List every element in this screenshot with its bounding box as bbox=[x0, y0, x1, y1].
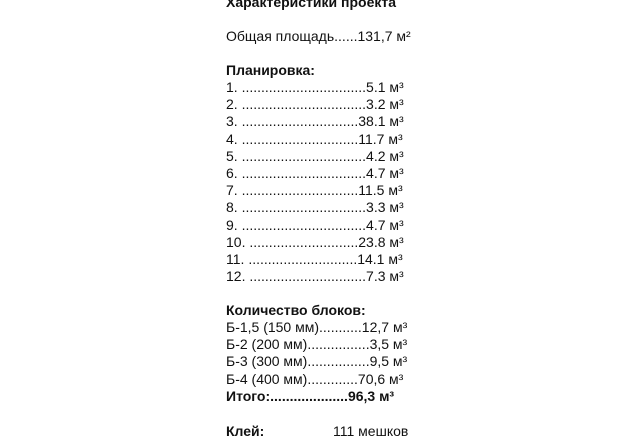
list-item: 6. ................................4.7 м… bbox=[226, 165, 404, 181]
list-item: Б-4 (400 мм).............70,6 м³ bbox=[226, 370, 404, 387]
total: Итого:....................96,3 м³ bbox=[226, 388, 395, 404]
list-item: 11. ............................14.1 м³ bbox=[226, 251, 403, 267]
list-item: Б-1,5 (150 мм)...........12,7 м³ bbox=[226, 319, 408, 335]
glue-label: Клей: bbox=[226, 423, 265, 439]
list-item: 12. ..............................7.3 м³ bbox=[226, 268, 404, 285]
title: Характеристики проекта bbox=[226, 0, 397, 10]
list-item: 2. ................................3.2 м… bbox=[226, 96, 404, 113]
section-heading: Планировка: bbox=[226, 62, 315, 78]
list-item: 3. ..............................38.1 м³ bbox=[226, 113, 404, 130]
list-item: 10. ............................23.8 м³ bbox=[226, 233, 404, 250]
list-item: Б-3 (300 мм)................9,5 м³ bbox=[226, 353, 408, 370]
list-item: 8. ................................3.3 м… bbox=[226, 199, 404, 216]
glue-value: 111 мешков bbox=[333, 423, 409, 439]
list-item: 7. ..............................11.5 м³ bbox=[226, 182, 403, 199]
list-item: 1. ................................5.1 м… bbox=[226, 79, 404, 95]
list-item: 9. ................................4.7 м… bbox=[226, 216, 404, 233]
area: Общая площадь......131,7 м² bbox=[226, 28, 411, 44]
list-item: Б-2 (200 мм)................3,5 м³ bbox=[226, 336, 408, 353]
list-item: 5. ................................4.2 м… bbox=[226, 147, 404, 164]
list-item: 4. ..............................11.7 м³ bbox=[226, 130, 403, 147]
section-heading: Количество блоков: bbox=[226, 302, 366, 318]
